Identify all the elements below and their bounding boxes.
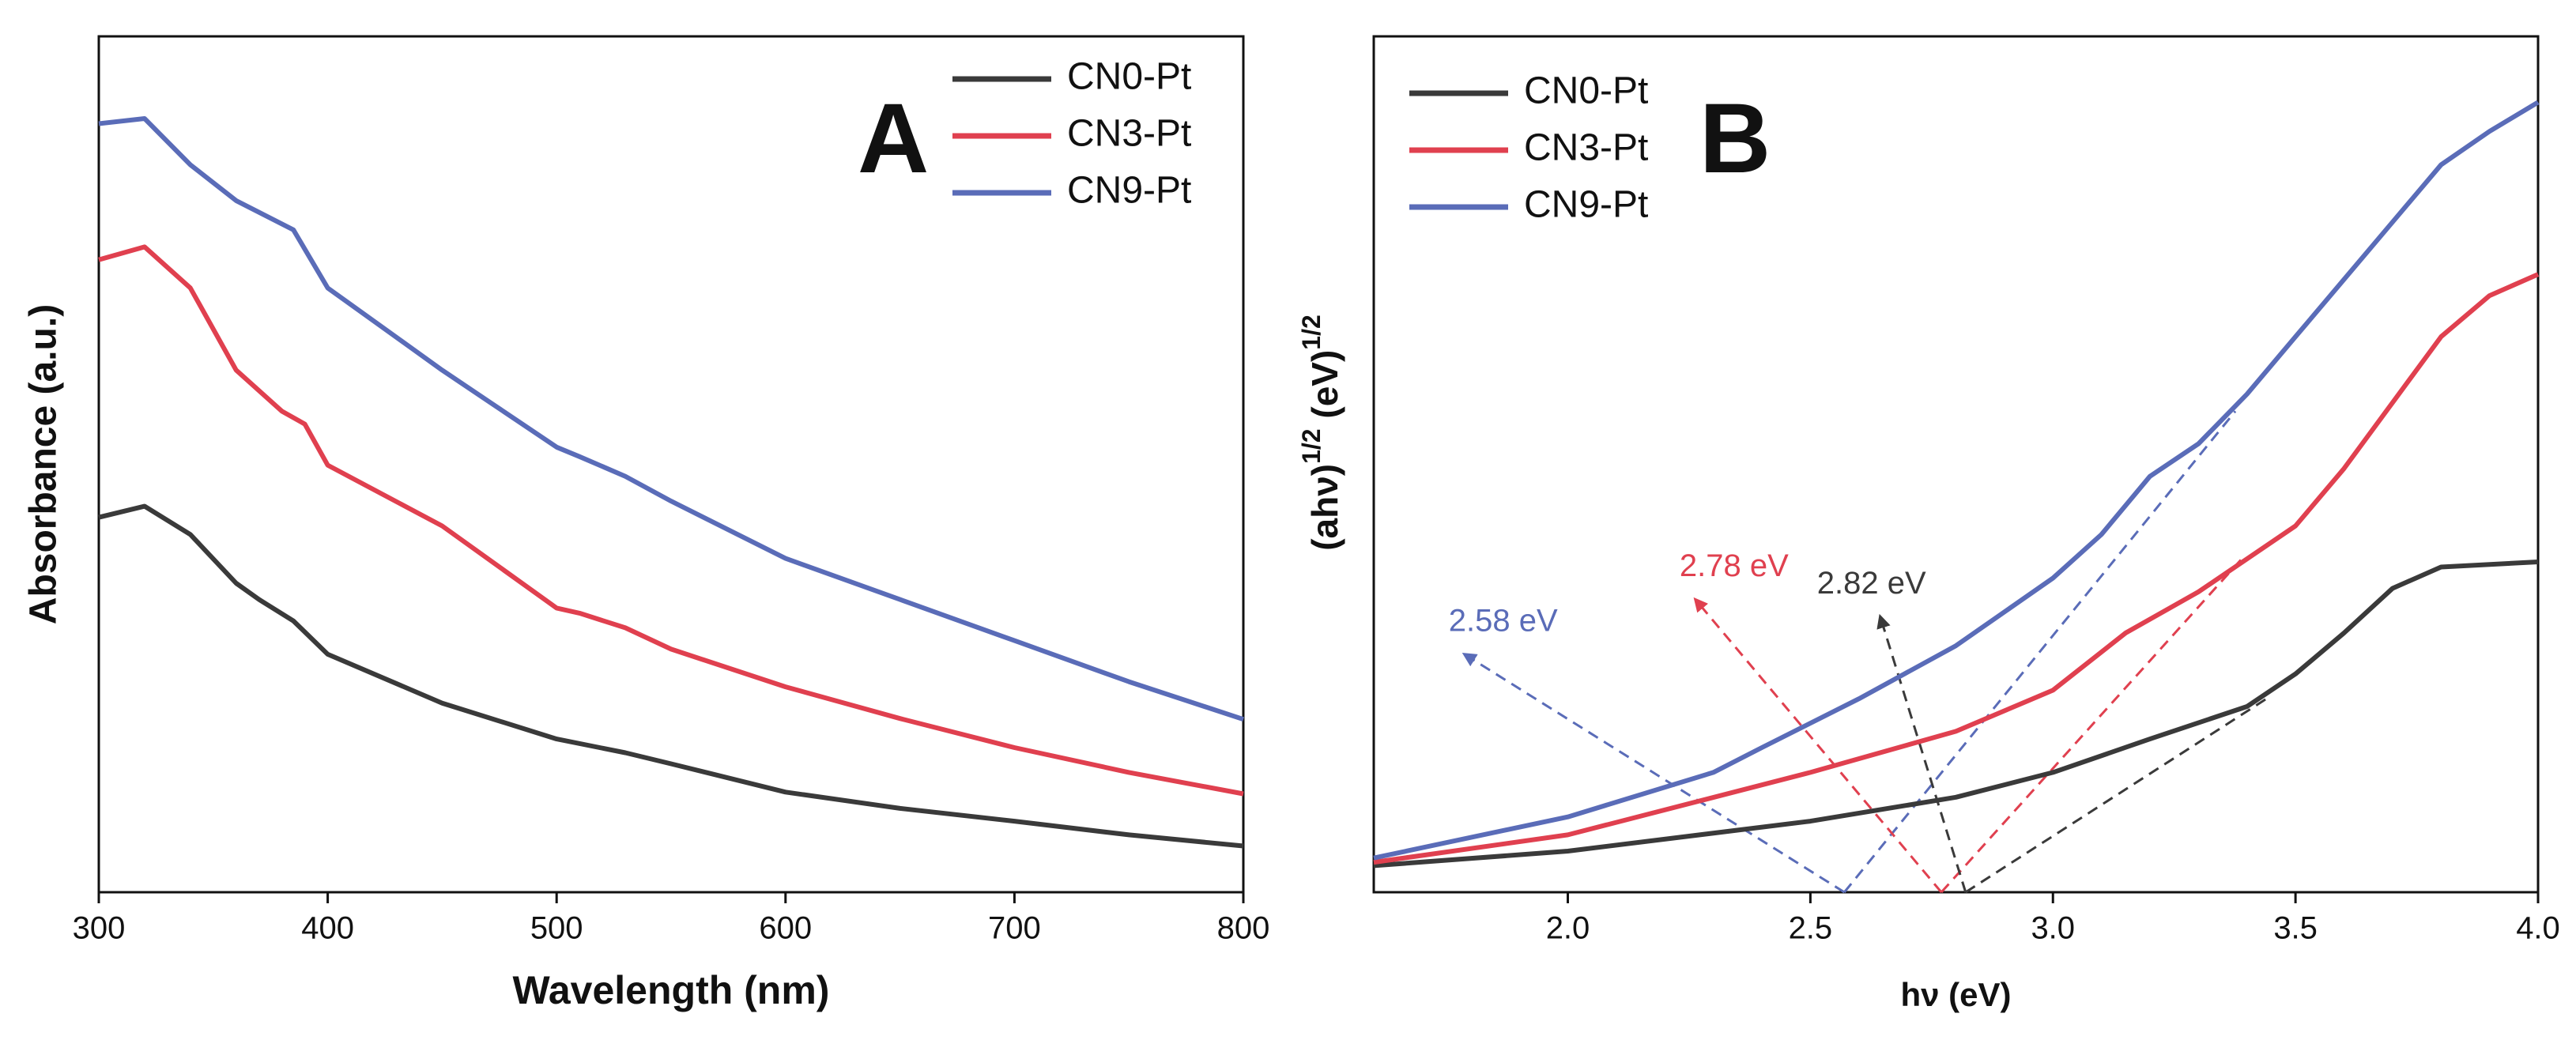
- x-tick-label: 3.5: [2273, 911, 2318, 946]
- y-axis-label-part: (eV): [1304, 350, 1345, 429]
- legend-label: CN0-Pt: [1067, 56, 1191, 98]
- y-axis-label-part: (ahν): [1304, 464, 1345, 551]
- data-line: [98, 503, 1244, 849]
- legend-label: CN9-Pt: [1524, 184, 1648, 226]
- data-line: [98, 116, 1244, 722]
- legend-label: CN0-Pt: [1524, 70, 1648, 112]
- plot-frame: [97, 35, 1245, 894]
- gap-label: 2.58 eV: [1449, 603, 1558, 638]
- legend-label: CN3-Pt: [1067, 113, 1191, 155]
- y-axis-label: Absorbance (a.u.): [23, 304, 65, 624]
- x-tick-label: 500: [530, 911, 583, 946]
- x-axis-label: Wavelength (nm): [513, 968, 830, 1012]
- arrow: [1461, 653, 1846, 894]
- data-line: [1373, 272, 2540, 865]
- x-tick-label: 3.0: [2031, 911, 2075, 946]
- data-line: [1373, 560, 2539, 869]
- x-tick-label: 4.0: [2516, 911, 2560, 946]
- data-line: [98, 244, 1244, 797]
- gap-label: 2.78 eV: [1680, 548, 1789, 583]
- tangent-line: [1940, 557, 2243, 894]
- tangent-line: [1964, 697, 2268, 894]
- x-tick-label: 600: [759, 911, 812, 946]
- y-axis-label-sup: 1/2: [1297, 428, 1326, 463]
- x-tick-label: 800: [1217, 911, 1270, 946]
- y-axis-label: (ahν)1/2 (eV)1/2: [1297, 315, 1345, 551]
- legend-label: CN3-Pt: [1524, 127, 1648, 169]
- x-tick-label: 300: [73, 911, 126, 946]
- y-axis-label-sup: 1/2: [1297, 315, 1326, 349]
- x-tick-label: 700: [988, 911, 1041, 946]
- x-tick-label: 2.5: [1789, 911, 1833, 946]
- data-line: [1373, 100, 2540, 861]
- panel-label: A: [858, 84, 929, 194]
- gap-label: 2.82 eV: [1817, 566, 1926, 601]
- panel-label: B: [1699, 84, 1771, 194]
- x-tick-label: 2.0: [1546, 911, 1590, 946]
- tangent-line: [1843, 410, 2237, 893]
- arrow: [1876, 613, 1967, 893]
- x-tick-label: 400: [301, 911, 354, 946]
- plot-frame: [1372, 35, 2540, 894]
- x-axis-label: hν (eV): [1900, 976, 2011, 1013]
- legend-label: CN9-Pt: [1067, 170, 1191, 212]
- arrow: [1693, 597, 1943, 893]
